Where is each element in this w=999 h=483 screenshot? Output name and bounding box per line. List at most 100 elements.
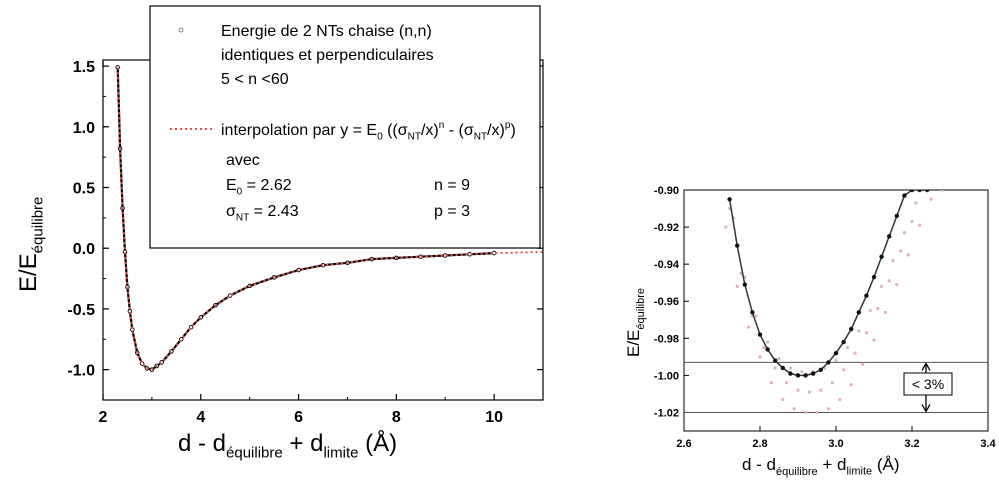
zoom-light-point — [849, 383, 853, 387]
zoom-annotation-box — [903, 372, 953, 396]
zoom-light-point — [800, 370, 804, 374]
zoom-main-point — [902, 193, 907, 198]
zoom-main-point — [917, 190, 922, 193]
zoom-series — [684, 190, 988, 415]
zoom-main-point — [735, 243, 740, 248]
zoom-light-point — [868, 308, 872, 313]
y-tick-label: 0.0 — [73, 241, 95, 258]
zoom-main-point — [727, 197, 732, 202]
legend-fit-label: interpolation par y = E0 ((σNT/x)n - (σN… — [221, 120, 516, 142]
zoom-main-point — [780, 365, 785, 371]
zoom-main-point — [894, 213, 899, 219]
zoom-x-tick-label: 3.0 — [828, 438, 843, 450]
zoom-main-point — [818, 367, 823, 373]
zoom-light-point — [815, 410, 819, 415]
zoom-x-tick-label: 2.6 — [676, 438, 691, 450]
zoom-light-point — [777, 357, 781, 361]
zoom-x-axis-label: d - déquilibre + dlimite (Å) — [742, 455, 900, 478]
zoom-light-point — [773, 366, 777, 370]
zoom-main-point — [803, 373, 808, 378]
zoom-light-point — [785, 381, 789, 385]
zoom-light-point — [872, 338, 876, 342]
legend-e0: E0 = 2.62 — [226, 177, 292, 198]
zoom-light-point — [792, 407, 796, 411]
zoom-y-tick-label: -1.02 — [654, 407, 679, 419]
zoom-light-point — [747, 325, 751, 329]
zoom-main-point — [788, 371, 793, 376]
x-tick-label: 8 — [392, 409, 401, 426]
zoom-light-point — [887, 279, 891, 283]
zoom-y-tick-label: -1.00 — [654, 370, 679, 382]
zoom-annotation-label: < 3% — [912, 376, 944, 392]
y-tick-label: -0.5 — [67, 302, 95, 319]
x-tick-label: 4 — [196, 409, 205, 426]
zoom-main-point — [765, 347, 770, 352]
zoom-main-point — [879, 254, 884, 259]
zoom-light-point — [842, 368, 846, 372]
zoom-light-point — [758, 355, 762, 359]
x-tick-label: 2 — [99, 409, 108, 426]
fit-series-line — [116, 67, 544, 371]
zoom-light-point — [804, 410, 808, 415]
zoom-light-point — [830, 381, 834, 385]
x-tick-label: 10 — [485, 409, 503, 426]
legend-p: p = 3 — [434, 203, 470, 220]
main-axes: 1.5 1.0 0.5 0.0 -0.5 -1.0 2 4 6 8 10 — [67, 59, 544, 426]
y-tick-label: 1.0 — [73, 120, 95, 137]
zoom-light-point — [918, 223, 922, 227]
zoom-y-tick-label: -0.90 — [654, 185, 679, 197]
zoom-y-axis-label: E/Eéquilibre — [624, 288, 647, 357]
zoom-main-point — [757, 332, 763, 337]
zoom-light-point — [880, 284, 884, 288]
zoom-x-tick-label: 3.4 — [980, 438, 996, 450]
zoom-arrow-head-up — [921, 362, 931, 371]
legend-sigma: σNT = 2.43 — [226, 203, 299, 224]
zoom-light-point — [906, 253, 910, 257]
zoom-main-point — [871, 274, 877, 280]
zoom-light-point — [724, 225, 728, 229]
main-y-axis-label: E/Eéquilibre — [15, 197, 47, 292]
zoom-main-point — [841, 339, 846, 345]
data-point — [188, 324, 194, 330]
zoom-x-tick-label: 2.8 — [752, 438, 767, 450]
y-tick-label: 0.5 — [73, 181, 95, 198]
zoom-light-point — [819, 388, 823, 392]
zoom-main-point — [750, 310, 755, 315]
zoom-light-point — [883, 310, 888, 314]
zoom-light-point — [910, 219, 914, 224]
zoom-x-tick-label: 3.2 — [904, 438, 919, 450]
zoom-main-point — [742, 282, 747, 287]
zoom-light-point — [769, 381, 774, 385]
legend-n: n = 9 — [434, 177, 470, 194]
legend-line3: 5 < n <60 — [221, 71, 289, 88]
zoom-main-point — [909, 190, 915, 193]
zoom-light-point — [807, 390, 812, 394]
zoom-light-point — [845, 345, 850, 350]
zoom-light-point — [895, 282, 899, 287]
zoom-y-tick-label: -0.98 — [654, 333, 679, 345]
data-point — [491, 250, 497, 256]
main-series — [115, 65, 544, 372]
zoom-main-point — [864, 293, 869, 298]
zoom-main-point — [826, 360, 831, 365]
zoom-main-point — [856, 310, 861, 315]
zoom-light-point — [754, 314, 758, 318]
zoom-main-point — [811, 371, 816, 376]
y-tick-label: 1.5 — [73, 59, 95, 76]
zoom-main-point — [773, 358, 778, 363]
y-tick-label: -1.0 — [67, 363, 95, 380]
zoom-light-point — [796, 388, 800, 392]
zoom-y-tick-label: -0.92 — [654, 222, 679, 234]
zoom-y-tick-label: -0.94 — [654, 259, 680, 271]
legend-avec: avec — [226, 152, 260, 169]
zoom-light-point — [834, 358, 838, 363]
zoom-y-tick-label: -0.96 — [654, 296, 679, 308]
zoom-light-point — [766, 340, 770, 344]
legend: Energie de 2 NTs chaise (n,n) identiques … — [149, 5, 541, 249]
zoom-light-point — [826, 407, 831, 411]
zoom-chart: -0.90 -0.92 -0.94 -0.96 -0.98 -1.00 -1.02 2.6 2.… — [624, 185, 997, 478]
zoom-main-point — [849, 326, 854, 332]
zoom-light-point — [788, 366, 793, 370]
zoom-light-point — [735, 284, 739, 288]
